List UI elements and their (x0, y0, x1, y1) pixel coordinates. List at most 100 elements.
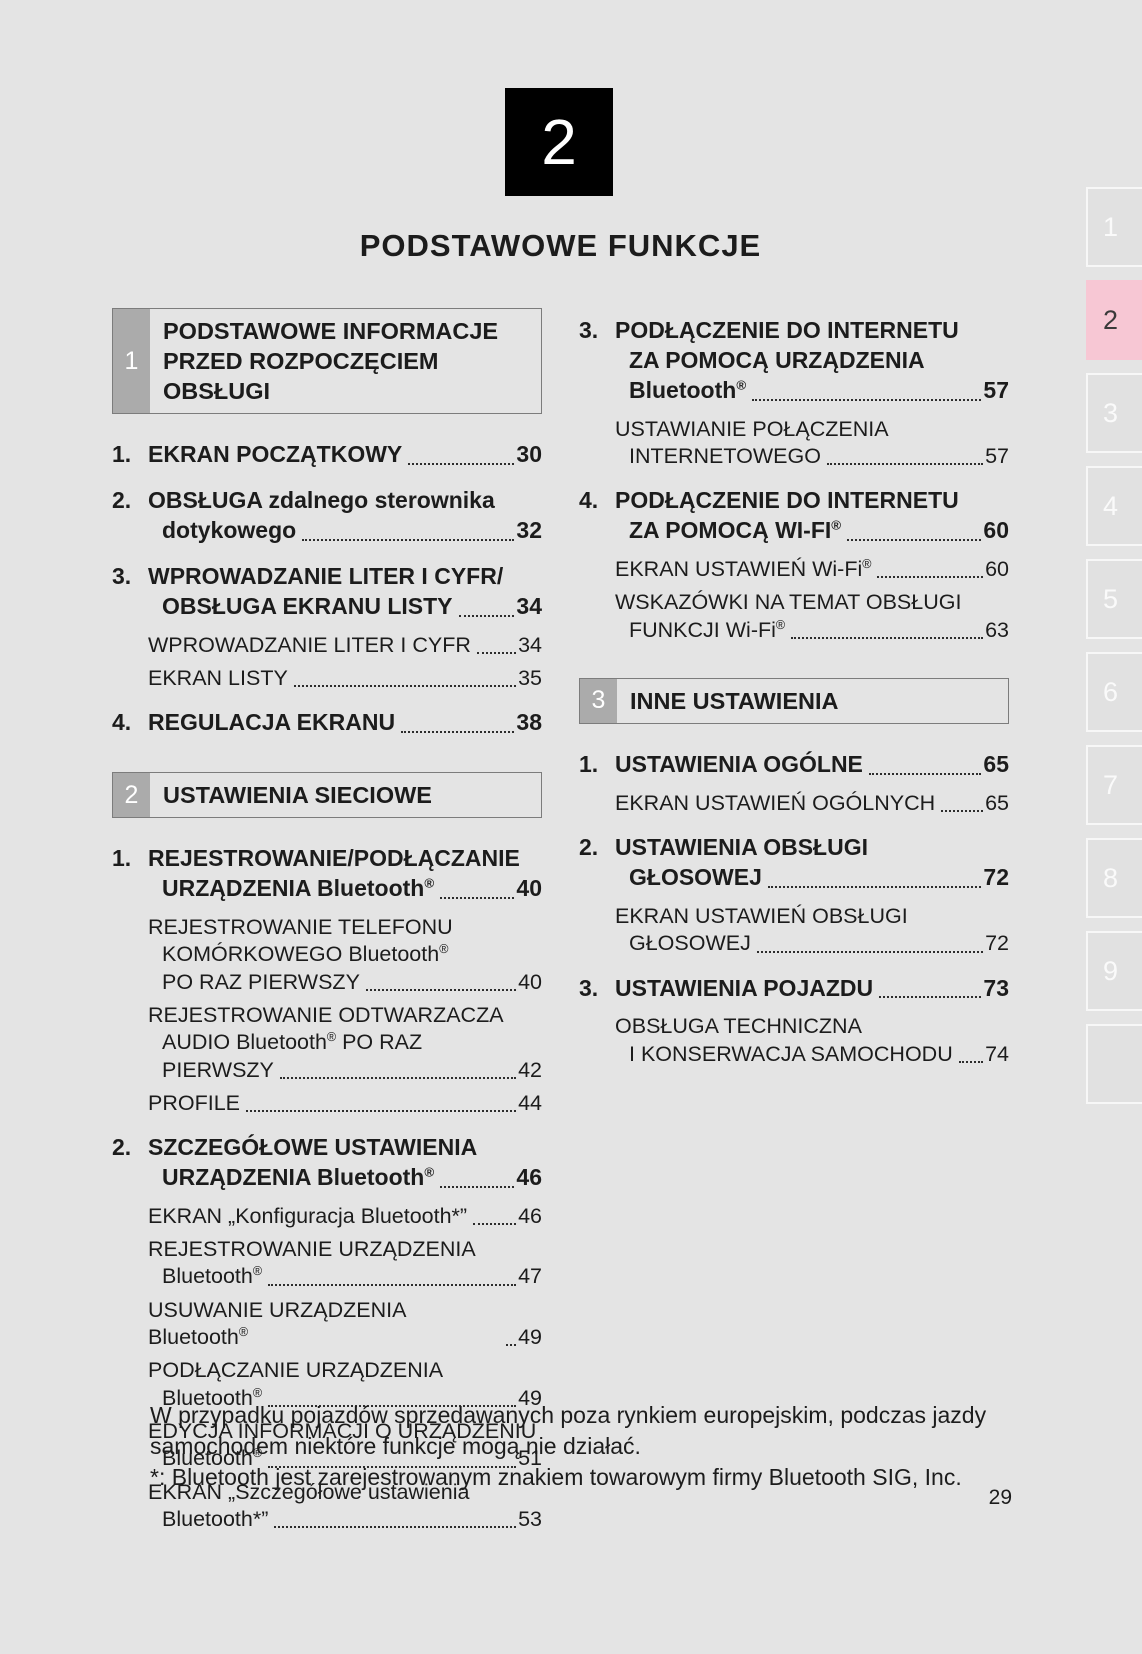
toc-line: REJESTROWANIE TELEFONU (148, 914, 542, 941)
side-tab-9: 9 (1086, 931, 1142, 1011)
toc-line: REJESTROWANIE URZĄDZENIA (148, 1236, 542, 1263)
dot-leader (246, 1110, 517, 1113)
toc-entry-body: REJESTROWANIE/PODŁĄCZANIE URZĄDZENIA Blue… (148, 844, 542, 904)
toc-line: OBSŁUGA TECHNICZNA (615, 1013, 1009, 1040)
toc-entry-number: 3. (579, 317, 599, 343)
toc-line: URZĄDZENIA Bluetooth® 40 (148, 874, 542, 904)
toc-line-text: USTAWIANIE POŁĄCZENIA (615, 416, 889, 441)
toc-line: Bluetooth® 57 (615, 376, 1009, 406)
toc-subentry: REJESTROWANIE ODTWARZACZA AUDIO Bluetooth… (112, 1002, 542, 1084)
toc-entry-body: EKRAN USTAWIEŃ OGÓLNYCH 65 (615, 790, 1009, 817)
toc-entry-body: USTAWIENIA POJAZDU 73 (615, 974, 1009, 1004)
toc-entry: 1. USTAWIENIA OGÓLNE 65 (579, 750, 1009, 780)
section-title: INNE USTAWIENIA (617, 679, 848, 723)
toc-entry: 4. PODŁĄCZENIE DO INTERNETU ZA POMOCĄ WI-F… (579, 486, 1009, 546)
toc-line-text: USTAWIENIA OGÓLNE (615, 751, 863, 778)
dot-leader (458, 614, 515, 617)
toc-line: EKRAN USTAWIEŃ OBSŁUGI (615, 903, 1009, 930)
toc-entry-number: 3. (112, 562, 132, 589)
toc-entry: 3. PODŁĄCZENIE DO INTERNETU ZA POMOCĄ URZĄ… (579, 316, 1009, 406)
toc-line: Bluetooth® 49 (148, 1385, 542, 1412)
toc-line: USTAWIENIA POJAZDU 73 (615, 974, 1009, 1004)
toc-page-ref: 53 (518, 1506, 542, 1531)
toc-entry-body: SZCZEGÓŁOWE USTAWIENIA URZĄDZENIA Bluetoo… (148, 1133, 542, 1193)
toc-entry: 2. OBSŁUGA zdalnego sterownika dotykowego 3… (112, 486, 542, 546)
toc-page-ref: 72 (983, 864, 1009, 891)
toc-entry-number: 1. (112, 845, 132, 872)
toc-entry-body: REJESTROWANIE URZĄDZENIA Bluetooth® 47 (148, 1236, 542, 1291)
toc-subentry: EKRAN „Konfiguracja Bluetooth*” 46 (112, 1203, 542, 1230)
toc-entry: 3. WPROWADZANIE LITER I CYFR/OBSŁUGA EKRA… (112, 562, 542, 622)
side-tab-8: 8 (1086, 838, 1142, 918)
chapter-title: PODSTAWOWE FUNKCJE (359, 228, 762, 263)
side-tab-label: 5 (1103, 583, 1119, 614)
registered-trademark-symbol: ® (862, 556, 872, 571)
toc-line-text: WSKAZÓWKI NA TEMAT OBSŁUGI (615, 590, 962, 615)
toc-subentry: OBSŁUGA TECHNICZNA I KONSERWACJA SAMOCHOD… (579, 1013, 1009, 1068)
toc-page-ref: 57 (985, 443, 1009, 468)
toc-page-ref: 46 (516, 1164, 542, 1190)
toc-entry-body: PODŁĄCZENIE DO INTERNETU ZA POMOCĄ WI-FI®… (615, 486, 1009, 546)
toc-entry-number: 4. (112, 709, 132, 736)
toc-entry-body: USTAWIENIA OBSŁUGI GŁOSOWEJ 72 (615, 833, 1009, 893)
toc-line-text: URZĄDZENIA Bluetooth® (162, 875, 435, 902)
toc-line-text: WPROWADZANIE LITER I CYFR/ (148, 562, 504, 589)
toc-entry-body: PODŁĄCZENIE DO INTERNETU ZA POMOCĄ URZĄDZ… (615, 316, 1009, 406)
toc-entry-body: OBSŁUGA zdalnego sterownika dotykowego 32 (148, 486, 542, 546)
toc-line-text: WPROWADZANIE LITER I CYFR (148, 632, 471, 657)
side-tab-label: 3 (1103, 397, 1119, 428)
toc-entry-body: REGULACJA EKRANU 38 (148, 708, 542, 738)
toc-line: PROFILE 44 (148, 1090, 542, 1117)
toc-line: GŁOSOWEJ 72 (615, 863, 1009, 893)
side-tab-label: 6 (1103, 676, 1119, 707)
toc-page-ref: 32 (516, 517, 542, 544)
toc-entry-number: 2. (112, 1134, 132, 1161)
toc-entry-body: WPROWADZANIE LITER I CYFR 34 (148, 632, 542, 659)
toc-entry: 3. USTAWIENIA POJAZDU 73 (579, 974, 1009, 1004)
toc-page-ref: 38 (516, 709, 542, 736)
side-tab-label: 4 (1103, 490, 1119, 521)
toc-line-text: Bluetooth® (162, 1385, 263, 1410)
registered-trademark-symbol: ® (424, 1164, 435, 1180)
toc-entry: 1. REJESTROWANIE/PODŁĄCZANIE URZĄDZENIA Bl… (112, 844, 542, 904)
toc-page-ref: 51 (518, 1446, 542, 1471)
toc-line: REJESTROWANIE ODTWARZACZA (148, 1002, 542, 1029)
registered-trademark-symbol: ® (238, 1324, 249, 1339)
toc-line: I KONSERWACJA SAMOCHODU 74 (615, 1041, 1009, 1068)
dot-leader (440, 1185, 515, 1188)
toc-entry-number: 4. (579, 487, 599, 514)
toc-page-ref: 34 (516, 592, 542, 619)
side-tab-label: 2 (1103, 304, 1119, 335)
dot-leader (791, 636, 984, 639)
toc-subentry: EKRAN „Szczegółowe ustawienia Bluetooth*”… (112, 1479, 542, 1534)
toc-line-text: Bluetooth® (162, 1264, 263, 1289)
registered-trademark-symbol: ® (736, 377, 747, 393)
toc-page-ref: 44 (518, 1090, 542, 1115)
toc-line-text: ZA POMOCĄ WI-FI® (629, 517, 842, 544)
section-header: 2 USTAWIENIA SIECIOWE (112, 772, 542, 819)
toc-entry: 4. REGULACJA EKRANU 38 (112, 708, 542, 738)
toc-entry-number: 2. (112, 487, 132, 514)
section-header: 3 INNE USTAWIENIA (579, 677, 1009, 725)
toc-entry-body: WSKAZÓWKI NA TEMAT OBSŁUGI FUNKCJI Wi-Fi®… (615, 589, 1009, 644)
registered-trademark-symbol: ® (831, 517, 842, 533)
toc-line-text: REJESTROWANIE TELEFONU (148, 915, 453, 940)
toc-line: EKRAN USTAWIEŃ Wi-Fi® 60 (615, 556, 1009, 583)
toc-line: WPROWADZANIE LITER I CYFR 34 (148, 632, 542, 659)
toc-subentry: REJESTROWANIE URZĄDZENIA Bluetooth® 47 (112, 1236, 542, 1291)
dot-leader (506, 1344, 517, 1347)
chapter-tab-rail: 1 2 3 4 5 6 7 8 9 (1086, 187, 1142, 1117)
registered-trademark-symbol: ® (326, 1030, 337, 1045)
toc-entry: 2. USTAWIENIA OBSŁUGI GŁOSOWEJ 72 (579, 833, 1009, 893)
section-header: 1 PODSTAWOWE INFORMACJE PRZED ROZPOCZĘCIEM… (112, 308, 542, 415)
toc-line-text: AUDIO Bluetooth® PO RAZ (162, 1030, 423, 1055)
toc-page-ref: 74 (985, 1041, 1009, 1066)
toc-line: KOMÓRKOWEGO Bluetooth® (148, 941, 542, 968)
toc-line: INTERNETOWEGO 57 (615, 443, 1009, 470)
toc-line-text: USTAWIENIA OBSŁUGI (615, 834, 868, 861)
dot-leader (401, 731, 515, 734)
section-number-badge: 1 (113, 309, 150, 414)
toc-line-text: PROFILE (148, 1090, 240, 1115)
toc-line: OBSŁUGA EKRANU LISTY 34 (148, 592, 542, 622)
